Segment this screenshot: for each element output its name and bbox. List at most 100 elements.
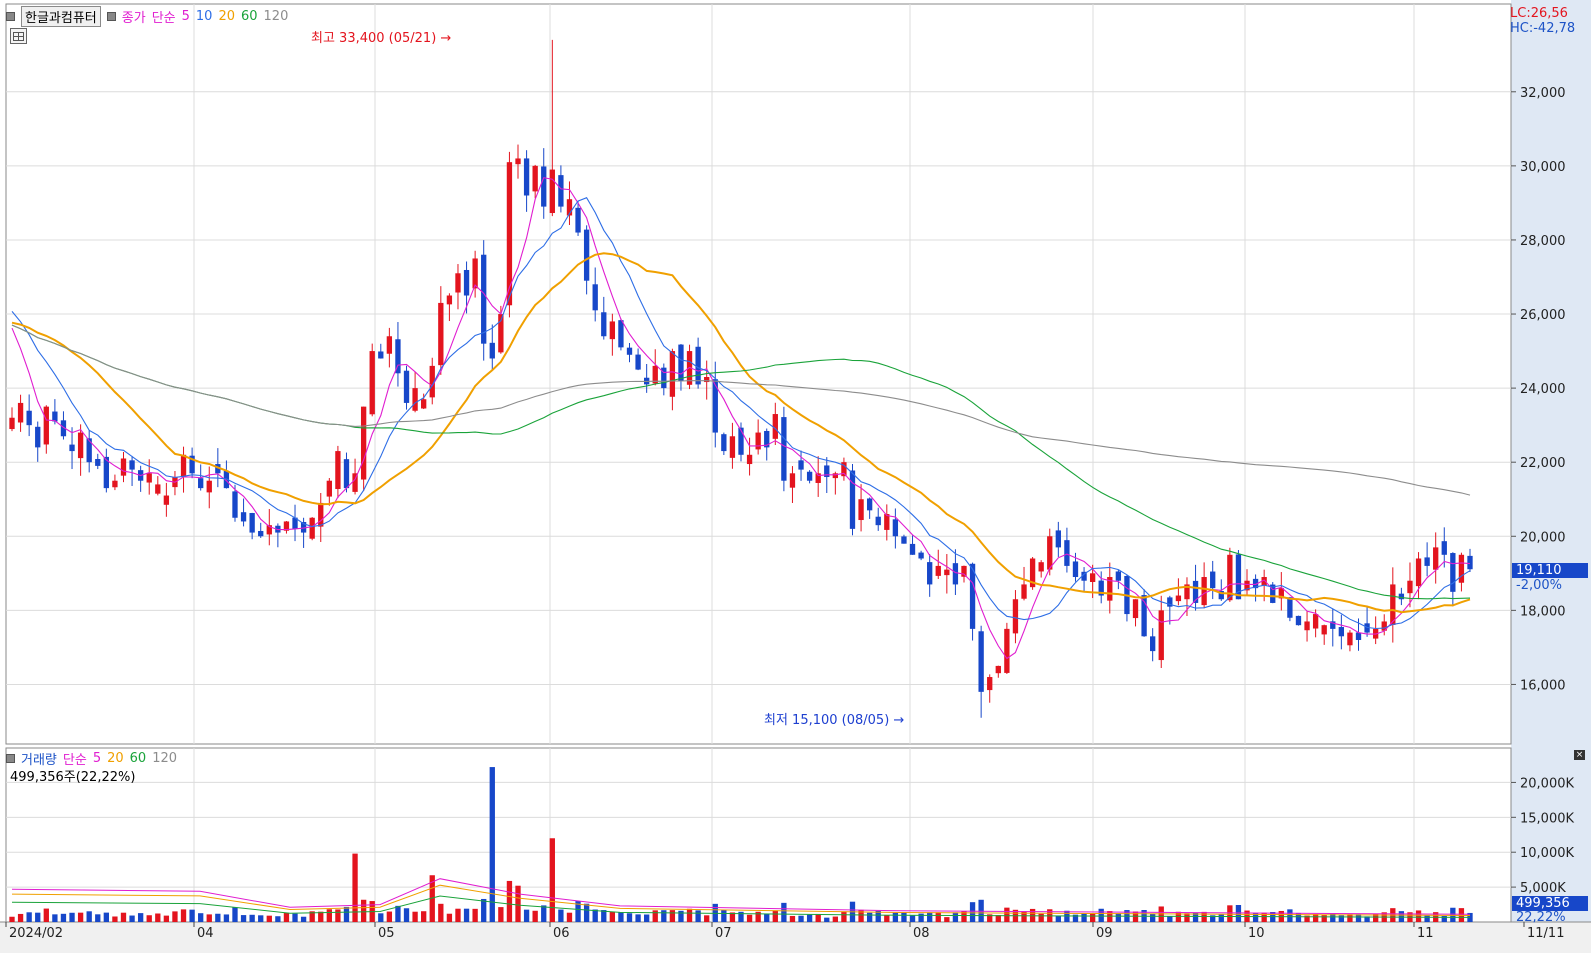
volume-tick-label: 15,000K	[1520, 811, 1574, 826]
volume-bar	[1261, 912, 1267, 922]
ma-kind: 단순	[151, 11, 176, 26]
price-tick-label: 16,000	[1520, 678, 1566, 693]
legend-square-icon	[6, 754, 15, 763]
candle-body	[86, 438, 92, 463]
candle-body	[626, 347, 633, 355]
candle-body	[669, 351, 676, 397]
candle-body	[180, 454, 187, 478]
volume-bar	[644, 914, 650, 922]
vol-period-60[interactable]: 60	[129, 751, 147, 766]
volume-bar	[112, 916, 118, 922]
volume-bar	[806, 914, 813, 922]
volume-bar	[772, 910, 778, 922]
volume-bar	[1098, 908, 1104, 922]
candle-body	[1467, 555, 1473, 570]
candle-body	[755, 432, 761, 450]
volume-bar	[1295, 912, 1302, 922]
volume-bar	[755, 911, 761, 922]
candle-body	[789, 473, 796, 488]
volume-bar	[215, 913, 221, 922]
volume-bar	[1312, 914, 1319, 922]
table-view-icon[interactable]	[10, 28, 27, 44]
candle-body	[1150, 636, 1156, 652]
x-tick-label: 11/11	[1527, 926, 1564, 941]
volume-bar	[952, 912, 959, 922]
volume-bar	[258, 915, 264, 922]
candle-body	[721, 434, 727, 452]
candle-body	[1192, 580, 1199, 603]
volume-bar	[421, 911, 427, 922]
candle-body	[240, 512, 247, 522]
candle-body	[103, 456, 109, 489]
vol-period-5[interactable]: 5	[92, 751, 102, 766]
candle-body	[463, 269, 470, 296]
candle-body	[601, 312, 607, 337]
candle-body	[918, 552, 924, 559]
volume-bar	[515, 885, 521, 922]
volume-bar	[438, 903, 444, 922]
ma-period-20[interactable]: 20	[218, 9, 235, 24]
date-axis-panel	[0, 922, 1591, 953]
volume-bar	[412, 911, 418, 922]
volume-bar	[455, 908, 461, 922]
candle-body	[618, 320, 624, 348]
candle-body	[927, 562, 933, 585]
candle-body	[403, 370, 410, 403]
stock-name-button[interactable]: 한글과컴퓨터	[21, 6, 101, 27]
candle-body	[798, 460, 804, 470]
volume-bar	[1201, 911, 1207, 922]
ma-period-60[interactable]: 60	[240, 9, 258, 24]
candle-body	[1450, 553, 1456, 592]
candle-body	[969, 563, 976, 629]
volume-bar	[1441, 915, 1447, 922]
candle-body	[360, 406, 367, 480]
candle-body	[995, 665, 1001, 674]
candle-body	[369, 351, 375, 415]
x-tick-label: 06	[553, 926, 570, 941]
volume-bar	[541, 905, 547, 922]
volume-bar	[652, 910, 658, 922]
volume-bar	[987, 914, 993, 922]
candle-body	[1218, 591, 1224, 600]
volume-bar	[1021, 911, 1027, 922]
candle-body	[1244, 580, 1250, 591]
candle-body	[1330, 621, 1336, 629]
volume-bar	[52, 914, 58, 922]
volume-bar	[300, 916, 307, 922]
volume-bar	[609, 911, 616, 922]
candle-body	[806, 471, 813, 481]
volume-bar	[1167, 916, 1173, 922]
ma-period-120[interactable]: 120	[263, 9, 289, 24]
volume-bar	[961, 911, 967, 922]
vol-period-120[interactable]: 120	[152, 751, 178, 766]
vol-period-20[interactable]: 20	[107, 751, 124, 766]
candle-body	[1252, 578, 1259, 589]
volume-pct-tag: 22,22%	[1516, 910, 1566, 925]
candle-body	[892, 519, 899, 537]
volume-bar	[77, 912, 84, 922]
volume-bar	[892, 912, 899, 922]
candle-body	[1107, 577, 1113, 601]
volume-bar	[1338, 915, 1345, 922]
candle-body	[472, 258, 478, 289]
candle-body	[1321, 625, 1327, 635]
volume-legend: 거래량 단순 5 20 60 120	[6, 749, 177, 768]
volume-bar	[1175, 911, 1182, 922]
arrow-right-icon: →	[893, 713, 905, 728]
ma-period-10[interactable]: 10	[195, 9, 213, 24]
candle-body	[326, 480, 332, 497]
candle-body	[258, 530, 264, 537]
candle-body	[60, 420, 67, 437]
candle-body	[1089, 573, 1096, 582]
candle-body	[129, 460, 135, 470]
candle-body	[523, 158, 530, 196]
volume-bar	[163, 915, 170, 922]
candle-body	[566, 199, 573, 216]
volume-bar	[172, 911, 178, 922]
close-icon[interactable]: ×	[1574, 750, 1585, 760]
volume-bar	[635, 914, 641, 922]
candle-body	[335, 451, 341, 490]
ma-period-5[interactable]: 5	[181, 9, 190, 24]
volume-bar	[704, 915, 710, 922]
